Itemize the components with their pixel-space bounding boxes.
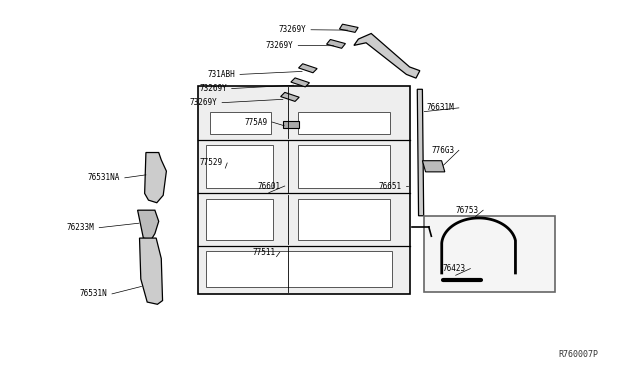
Polygon shape — [138, 210, 159, 240]
Bar — [298, 199, 390, 240]
Text: 76531NA: 76531NA — [88, 173, 120, 182]
Text: 76601: 76601 — [257, 182, 280, 190]
Bar — [291, 78, 310, 87]
Bar — [339, 24, 358, 32]
Bar — [206, 145, 273, 188]
Bar — [424, 216, 555, 292]
Text: 76631M: 76631M — [427, 103, 454, 112]
Text: R760007P: R760007P — [559, 350, 598, 359]
Text: 73269Y: 73269Y — [278, 25, 306, 34]
Text: 76423: 76423 — [443, 264, 466, 273]
Text: 73269Y: 73269Y — [190, 98, 218, 107]
Bar — [298, 145, 390, 188]
Text: 73269Y: 73269Y — [200, 84, 227, 93]
Text: 776G3: 776G3 — [431, 146, 454, 155]
Text: 731ABH: 731ABH — [208, 70, 236, 79]
Bar — [326, 39, 346, 48]
Text: 76651: 76651 — [379, 182, 402, 190]
Polygon shape — [422, 161, 445, 172]
Text: 76531N: 76531N — [80, 289, 108, 298]
Text: 77511: 77511 — [252, 248, 275, 257]
Bar — [210, 112, 271, 134]
Polygon shape — [140, 238, 163, 304]
Polygon shape — [145, 153, 166, 203]
Bar — [298, 64, 317, 73]
Polygon shape — [283, 121, 299, 128]
Text: 76233M: 76233M — [67, 223, 95, 232]
Polygon shape — [354, 33, 420, 78]
Polygon shape — [417, 89, 424, 216]
Bar — [206, 251, 392, 287]
Text: 73269Y: 73269Y — [266, 41, 293, 50]
Bar — [198, 86, 410, 294]
Text: 76753: 76753 — [456, 206, 479, 215]
Bar — [298, 112, 390, 134]
Text: 775A9: 775A9 — [244, 118, 268, 126]
Bar — [280, 92, 300, 102]
Bar — [206, 199, 273, 240]
Text: 77529: 77529 — [200, 158, 223, 167]
